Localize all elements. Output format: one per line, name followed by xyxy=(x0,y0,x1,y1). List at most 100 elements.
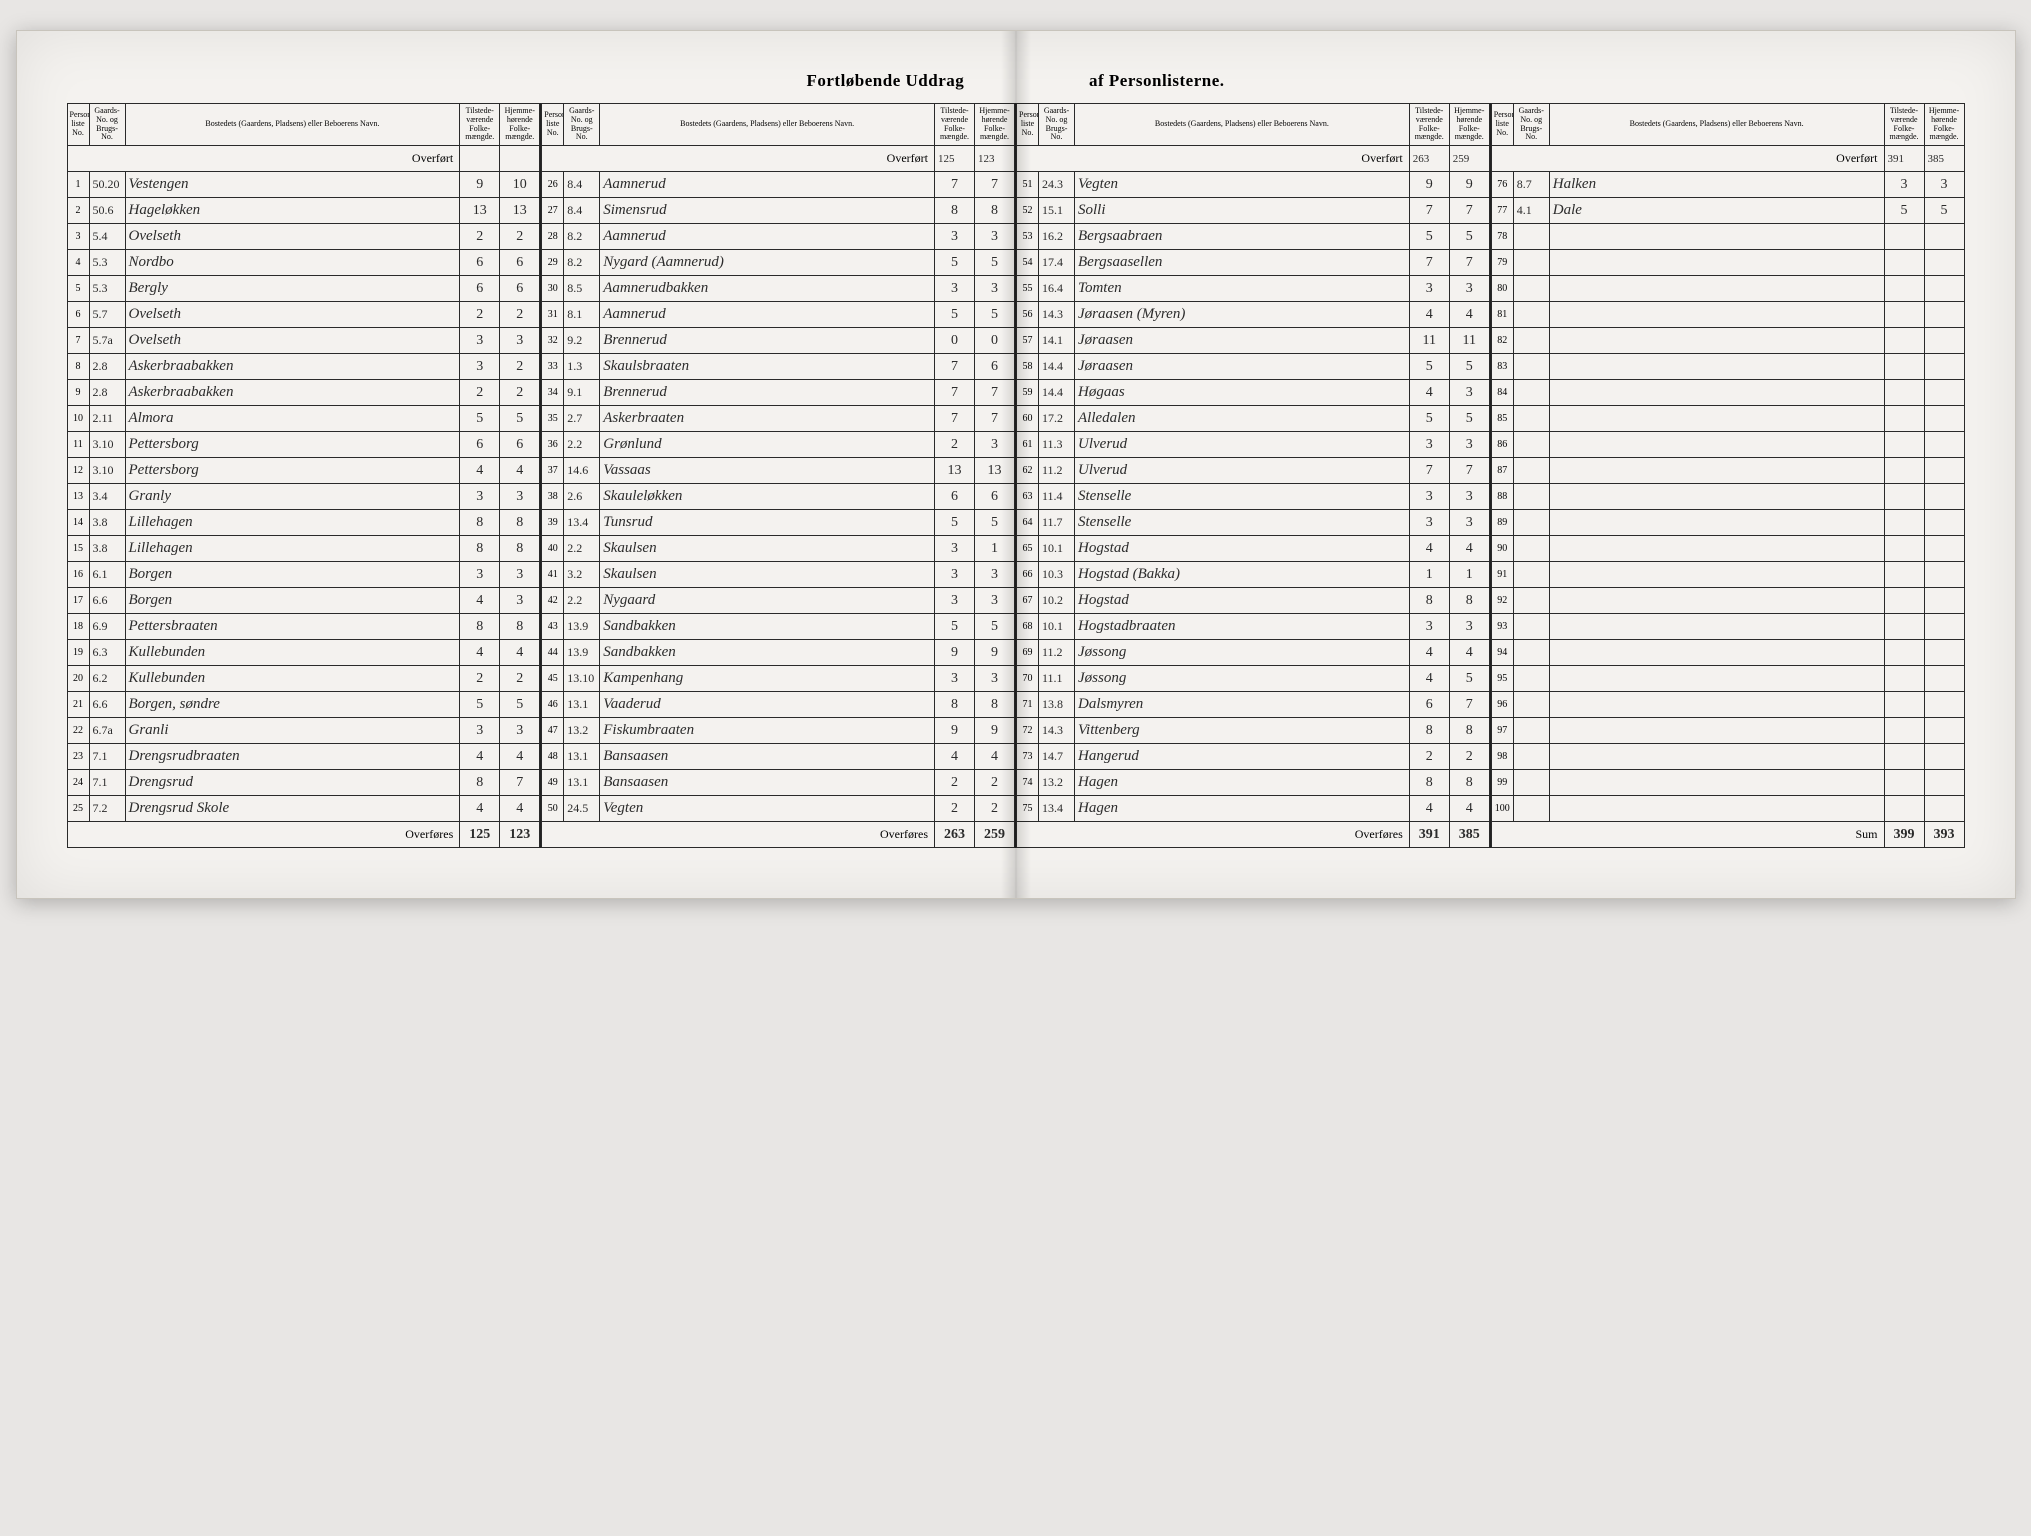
tilstede-count: 6 xyxy=(460,250,500,276)
residence-name: Vegten xyxy=(1075,172,1410,198)
hjemme-count: 5 xyxy=(975,250,1015,276)
table-row: 6610.3Hogstad (Bakka)11 xyxy=(1017,562,1490,588)
gaard-no: 7.1 xyxy=(89,744,125,770)
row-number: 79 xyxy=(1491,250,1513,276)
residence-name: Solli xyxy=(1075,198,1410,224)
row-number: 6 xyxy=(67,302,89,328)
residence-name: Brennerud xyxy=(600,328,935,354)
gaard-no: 16.4 xyxy=(1039,276,1075,302)
residence-name: Askerbraabakken xyxy=(125,380,460,406)
gaard-no: 13.2 xyxy=(564,718,600,744)
hjemme-count: 3 xyxy=(500,328,540,354)
gaard-no: 24.5 xyxy=(564,796,600,822)
row-number: 9 xyxy=(67,380,89,406)
hjemme-count: 3 xyxy=(975,276,1015,302)
hjemme-count: 8 xyxy=(500,614,540,640)
row-number: 95 xyxy=(1491,666,1513,692)
table-row: 288.2Aamnerud33 xyxy=(542,224,1015,250)
hjemme-count: 4 xyxy=(1449,796,1489,822)
table-row: 268.4Aamnerud77 xyxy=(542,172,1015,198)
gaard-no: 2.2 xyxy=(564,536,600,562)
hjemme-count: 3 xyxy=(500,718,540,744)
row-number: 13 xyxy=(67,484,89,510)
hjemme-count: 3 xyxy=(500,562,540,588)
row-number: 82 xyxy=(1491,328,1513,354)
hjemme-count: 5 xyxy=(1449,224,1489,250)
row-number: 60 xyxy=(1017,406,1039,432)
table-row: 90 xyxy=(1491,536,1964,562)
hjemme-count: 5 xyxy=(500,406,540,432)
residence-name: Askerbraabakken xyxy=(125,354,460,380)
carry-over-value: 399 xyxy=(1884,822,1924,848)
table-row: 382.6Skauleløkken66 xyxy=(542,484,1015,510)
row-number: 11 xyxy=(67,432,89,458)
table-row: 206.2Kullebunden22 xyxy=(67,666,540,692)
row-number: 55 xyxy=(1017,276,1039,302)
table-row: 186.9Pettersbraaten88 xyxy=(67,614,540,640)
row-number: 34 xyxy=(542,380,564,406)
hjemme-count: 8 xyxy=(1449,770,1489,796)
row-number: 24 xyxy=(67,770,89,796)
gaard-no: 13.10 xyxy=(564,666,600,692)
sum-label: Sum xyxy=(1491,822,1884,848)
residence-name: Askerbraaten xyxy=(600,406,935,432)
table-row: 176.6Borgen43 xyxy=(67,588,540,614)
tilstede-count: 3 xyxy=(460,484,500,510)
gaard-no xyxy=(1513,718,1549,744)
tilstede-count: 3 xyxy=(1409,276,1449,302)
row-number: 70 xyxy=(1017,666,1039,692)
gaard-no: 3.8 xyxy=(89,510,125,536)
tilstede-count: 4 xyxy=(1409,302,1449,328)
table-row: 6411.7Stenselle33 xyxy=(1017,510,1490,536)
hjemme-count xyxy=(1924,250,1964,276)
row-number: 76 xyxy=(1491,172,1513,198)
hjemme-count: 5 xyxy=(1449,354,1489,380)
gaard-no: 6.3 xyxy=(89,640,125,666)
table-row: 92 xyxy=(1491,588,1964,614)
tilstede-count: 4 xyxy=(460,458,500,484)
residence-name: Ulverud xyxy=(1075,458,1410,484)
gaard-no xyxy=(1513,692,1549,718)
residence-name: Jøssong xyxy=(1075,666,1410,692)
gaard-no: 16.2 xyxy=(1039,224,1075,250)
residence-name xyxy=(1549,744,1884,770)
table-row: 78 xyxy=(1491,224,1964,250)
row-number: 69 xyxy=(1017,640,1039,666)
residence-name xyxy=(1549,562,1884,588)
tilstede-count: 7 xyxy=(935,172,975,198)
hjemme-count xyxy=(1924,692,1964,718)
table-row: 87 xyxy=(1491,458,1964,484)
hjemme-count: 3 xyxy=(1449,510,1489,536)
residence-name: Vittenberg xyxy=(1075,718,1410,744)
residence-name: Nygard (Aamnerud) xyxy=(600,250,935,276)
gaard-no: 6.2 xyxy=(89,666,125,692)
gaard-no: 2.8 xyxy=(89,380,125,406)
gaard-no: 9.1 xyxy=(564,380,600,406)
carry-forward-value: 263 xyxy=(1409,146,1449,172)
tilstede-count xyxy=(1884,770,1924,796)
hjemme-count xyxy=(1924,484,1964,510)
residence-name xyxy=(1549,770,1884,796)
residence-name: Drengsrud Skole xyxy=(125,796,460,822)
hjemme-count: 10 xyxy=(500,172,540,198)
table-row: 84 xyxy=(1491,380,1964,406)
row-number: 61 xyxy=(1017,432,1039,458)
gaard-no xyxy=(1513,510,1549,536)
gaard-no xyxy=(1513,744,1549,770)
tilstede-count: 1 xyxy=(1409,562,1449,588)
table-row: 6211.2Ulverud77 xyxy=(1017,458,1490,484)
tilstede-count: 8 xyxy=(1409,770,1449,796)
hjemme-count: 4 xyxy=(500,744,540,770)
tilstede-count: 4 xyxy=(1409,380,1449,406)
row-number: 93 xyxy=(1491,614,1513,640)
row-number: 72 xyxy=(1017,718,1039,744)
gaard-no xyxy=(1513,666,1549,692)
residence-name: Skauleløkken xyxy=(600,484,935,510)
table-row: 150.20Vestengen910 xyxy=(67,172,540,198)
gaard-no: 24.3 xyxy=(1039,172,1075,198)
tilstede-count: 5 xyxy=(935,614,975,640)
hjemme-count: 8 xyxy=(500,510,540,536)
residence-name: Halken xyxy=(1549,172,1884,198)
residence-name: Bergsaasellen xyxy=(1075,250,1410,276)
gaard-no: 17.2 xyxy=(1039,406,1075,432)
